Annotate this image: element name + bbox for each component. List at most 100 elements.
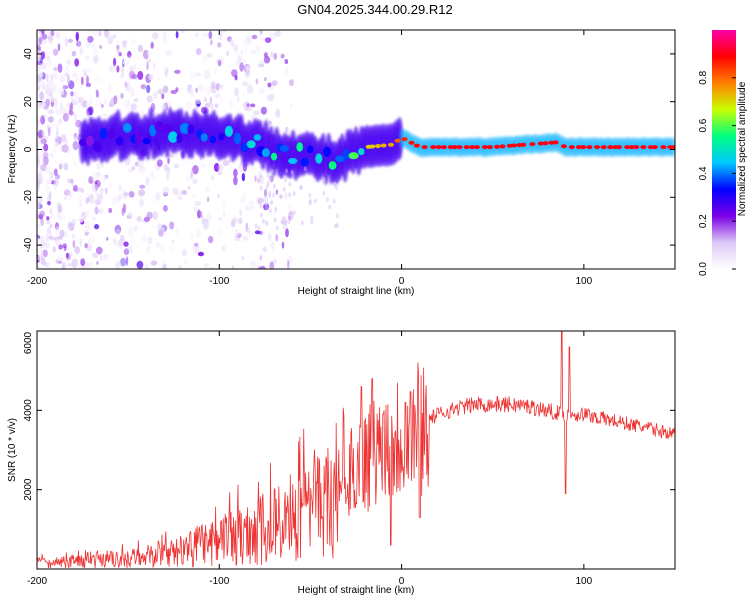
band-core	[421, 145, 428, 150]
noise-mark	[59, 101, 63, 109]
noise-mark	[37, 261, 40, 269]
noise-mark	[55, 32, 61, 39]
noise-mark	[201, 162, 206, 170]
noise-mark	[141, 235, 147, 242]
noise-mark	[89, 262, 93, 268]
noise-mark	[189, 168, 194, 174]
noise-mark	[118, 52, 122, 57]
noise-mark	[145, 176, 150, 186]
noise-mark	[163, 85, 169, 94]
noise-mark	[226, 50, 229, 57]
tail-mark	[299, 185, 303, 191]
band-core	[375, 144, 381, 148]
noise-mark	[195, 229, 202, 238]
noise-mark	[46, 58, 52, 68]
band-core	[394, 138, 401, 143]
noise-mark	[258, 266, 265, 269]
noise-mark	[150, 260, 158, 266]
noise-mark	[37, 117, 40, 122]
noise-mark	[46, 31, 52, 39]
band-core	[520, 142, 527, 147]
noise-mark	[205, 186, 210, 192]
noise-mark	[242, 236, 249, 241]
noise-mark	[49, 224, 53, 229]
noise-mark	[220, 84, 224, 90]
noise-mark	[275, 234, 279, 242]
tail-mark	[269, 208, 272, 214]
noise-mark	[246, 103, 250, 108]
noise-mark	[85, 102, 90, 107]
noise-mark	[88, 236, 91, 246]
noise-mark	[167, 157, 170, 164]
noise-mark	[229, 98, 234, 109]
noise-mark	[126, 214, 132, 219]
noise-mark	[37, 162, 40, 170]
noise-mark	[255, 78, 259, 85]
noise-mark	[88, 30, 92, 35]
noise-mark	[37, 44, 41, 52]
noise-mark	[68, 197, 72, 202]
noise-mark	[90, 234, 95, 244]
noise-mark	[45, 242, 50, 249]
noise-mark	[203, 96, 208, 103]
noise-mark	[113, 95, 118, 105]
band-core	[542, 141, 549, 146]
noise-mark	[195, 46, 199, 53]
noise-mark	[129, 65, 134, 72]
noise-mark	[47, 201, 51, 206]
noise-mark	[206, 212, 212, 222]
band-core	[494, 144, 500, 149]
band-core	[568, 145, 575, 150]
noise-mark	[163, 205, 168, 212]
band-core	[628, 145, 635, 150]
noise-mark	[233, 43, 239, 53]
tail-mark	[284, 177, 288, 183]
snr-marks	[37, 331, 675, 569]
noise-mark	[56, 212, 63, 220]
noise-mark	[237, 54, 243, 63]
colorbar: 0.0 0.2 0.4 0.6 0.8 Normalized spectral ampl…	[698, 30, 748, 276]
noise-mark	[235, 60, 241, 66]
noise-mark	[241, 58, 246, 63]
noise-mark	[161, 227, 165, 232]
tail-mark	[288, 192, 292, 198]
noise-mark	[80, 258, 86, 266]
tail-mark	[262, 218, 265, 224]
noise-mark	[189, 73, 194, 79]
noise-mark	[120, 92, 124, 99]
noise-mark	[87, 192, 94, 198]
noise-mark	[122, 60, 129, 65]
noise-mark	[260, 181, 264, 186]
noise-mark	[197, 210, 203, 219]
noise-mark	[181, 190, 188, 195]
noise-mark	[139, 198, 145, 207]
noise-mark	[62, 144, 69, 153]
noise-mark	[282, 224, 288, 230]
noise-mark	[37, 124, 40, 129]
noise-mark	[202, 32, 209, 37]
noise-mark	[76, 262, 80, 269]
noise-mark	[95, 99, 99, 107]
noise-mark	[245, 205, 250, 212]
band-core	[253, 134, 262, 141]
noise-mark	[45, 165, 50, 171]
noise-mark	[162, 31, 168, 36]
tail-mark	[314, 198, 317, 204]
noise-mark	[113, 34, 116, 39]
noise-mark	[39, 236, 45, 244]
noise-mark	[113, 57, 117, 67]
colorbar-tick-label: 0.2	[698, 214, 709, 228]
tail-mark	[303, 166, 307, 172]
noise-mark	[49, 171, 54, 180]
noise-mark	[242, 81, 249, 87]
noise-mark	[245, 106, 252, 112]
noise-mark	[222, 160, 230, 167]
noise-mark	[37, 79, 41, 88]
noise-mark	[256, 45, 261, 54]
noise-mark	[233, 176, 238, 186]
noise-mark	[53, 177, 59, 187]
noise-mark	[221, 245, 226, 252]
noise-mark	[66, 59, 72, 66]
noise-mark	[128, 211, 133, 220]
noise-mark	[80, 96, 84, 106]
